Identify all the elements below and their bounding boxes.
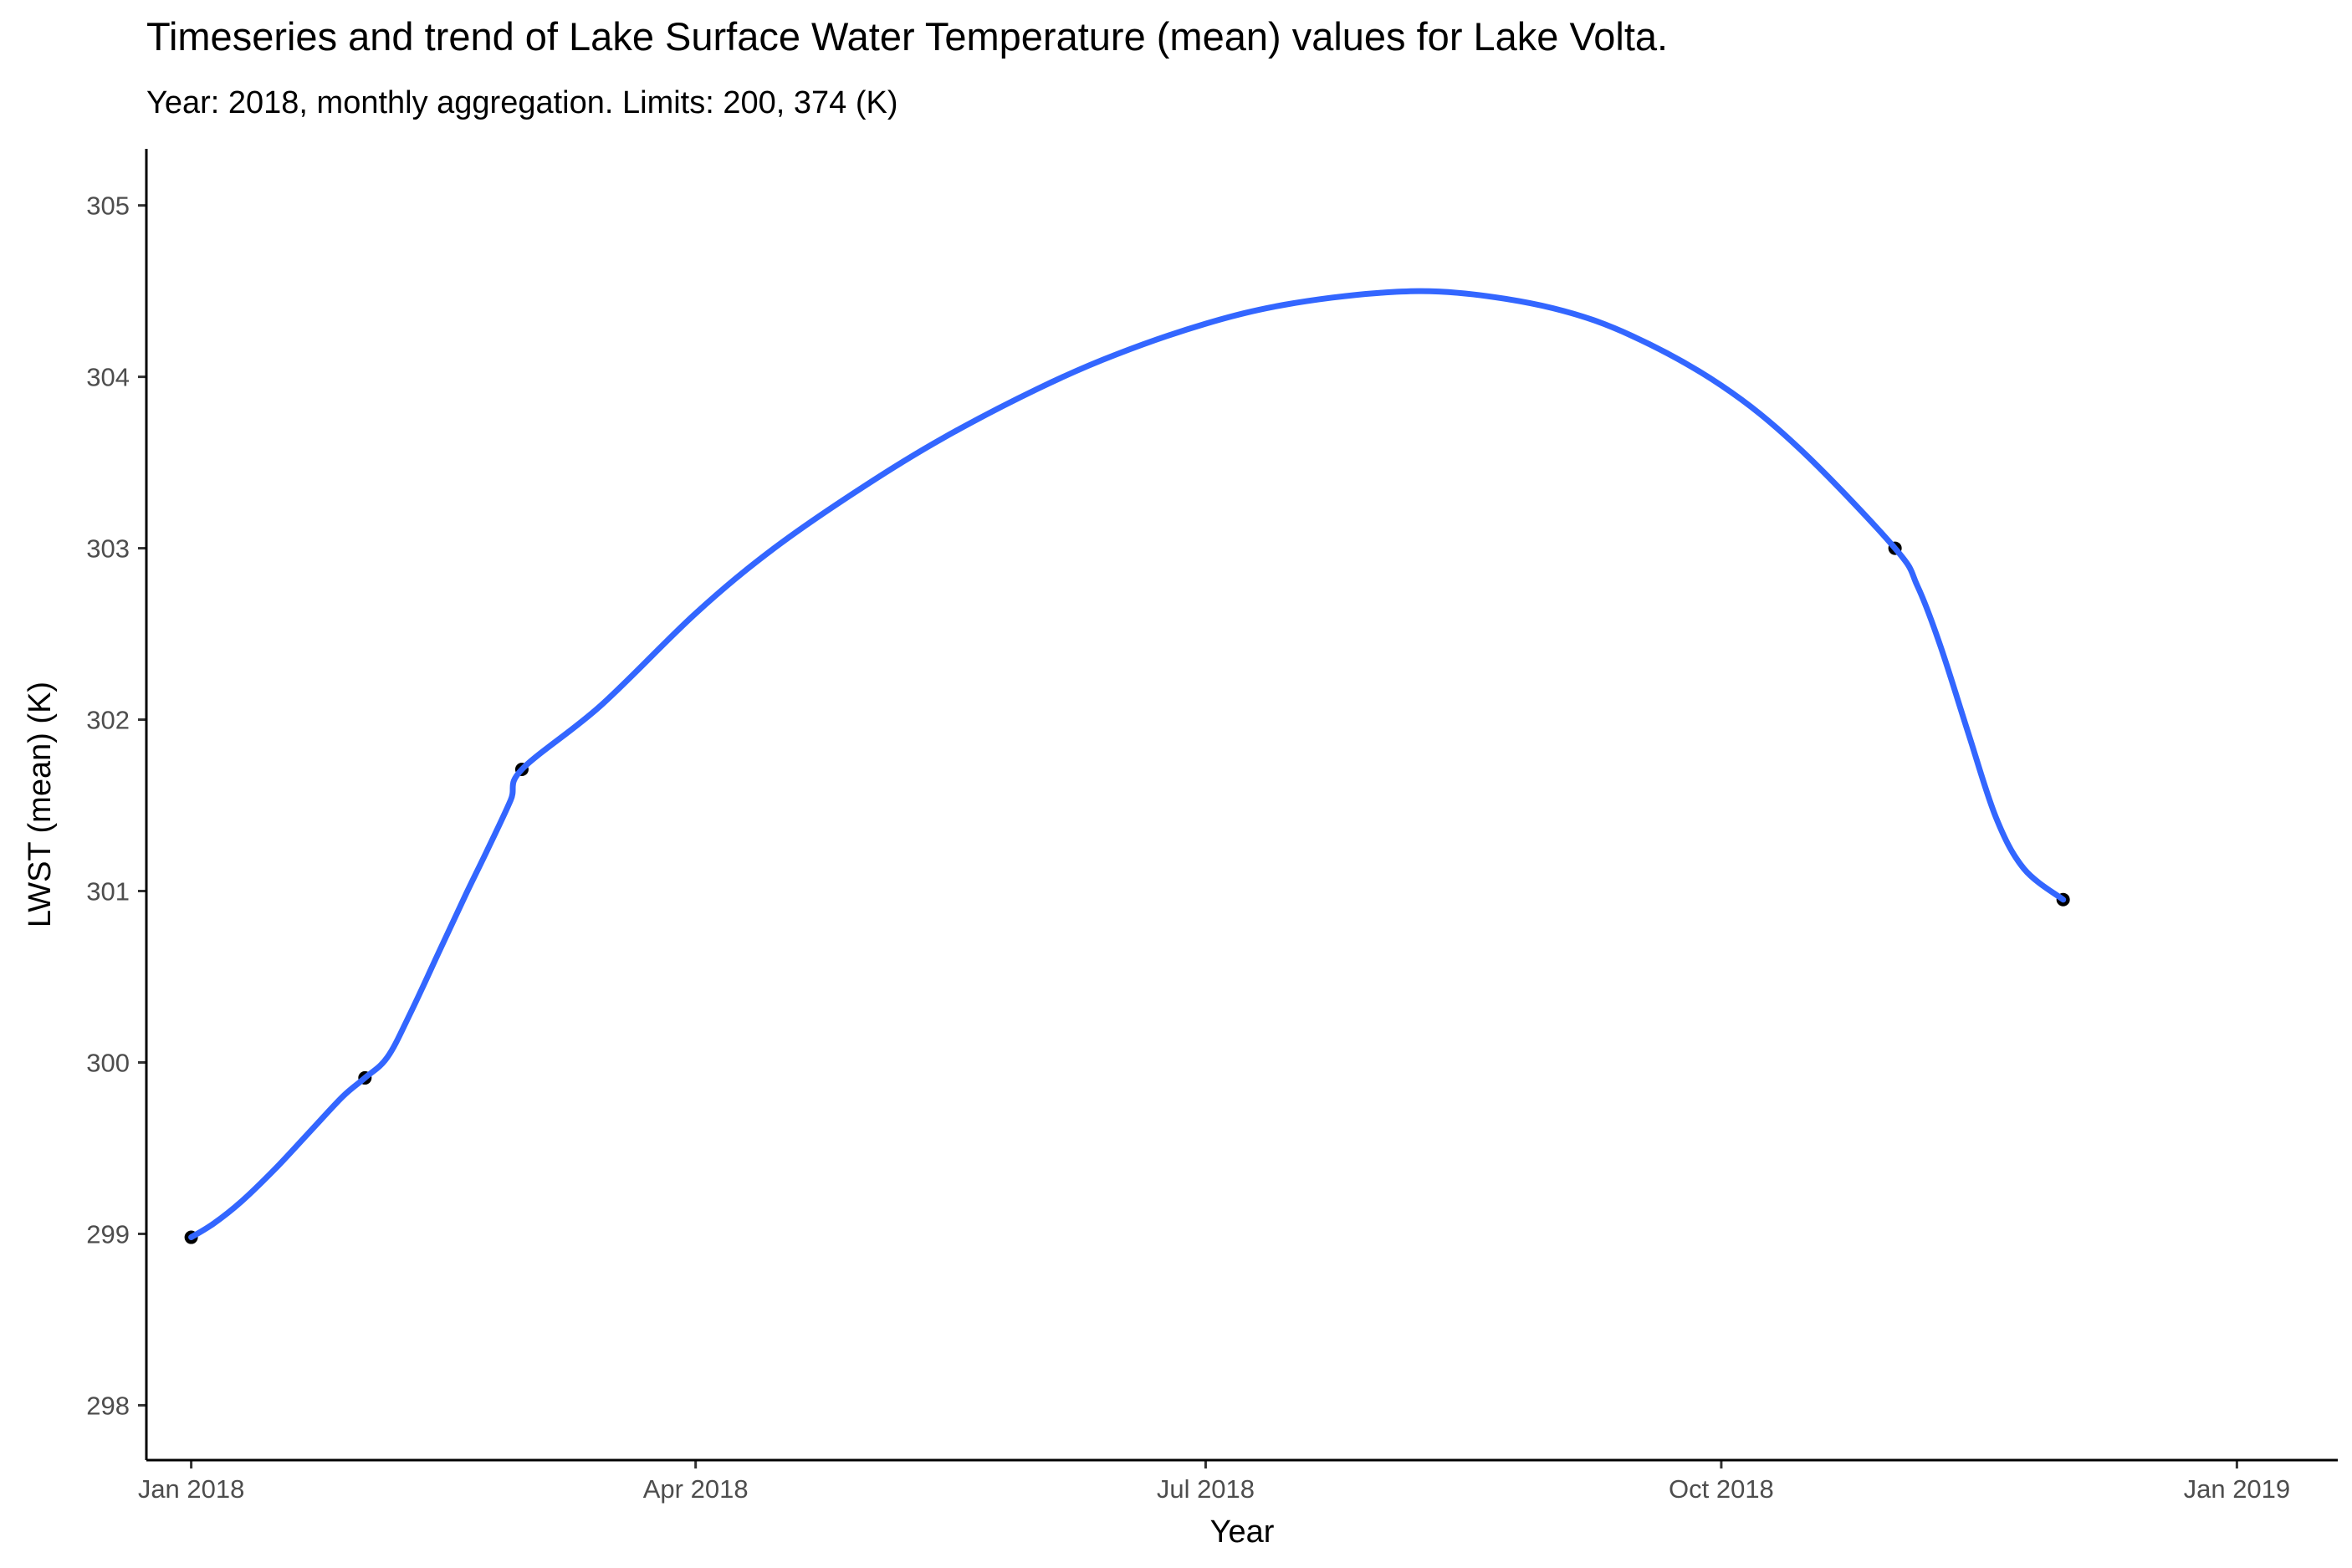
- y-tick-label: 302: [86, 706, 130, 735]
- chart-subtitle: Year: 2018, monthly aggregation. Limits:…: [146, 85, 897, 120]
- y-tick-label: 298: [86, 1391, 130, 1420]
- chart-title: Timeseries and trend of Lake Surface Wat…: [146, 14, 1668, 59]
- y-axis-ticks: 298 299 300 301 302 303 304 305: [86, 192, 146, 1420]
- x-tick-label: Oct 2018: [1669, 1474, 1774, 1504]
- y-tick-label: 305: [86, 192, 130, 221]
- y-tick-label: 300: [86, 1048, 130, 1077]
- x-tick-label: Jan 2018: [138, 1474, 245, 1504]
- series-layer: [184, 288, 2070, 1244]
- x-tick-label: Jan 2019: [2184, 1474, 2291, 1504]
- x-axis-title: Year: [1210, 1514, 1275, 1550]
- trend-line: [188, 288, 2067, 1240]
- y-tick-label: 303: [86, 534, 130, 564]
- y-axis-title: LWST (mean) (K): [23, 682, 58, 927]
- x-tick-label: Apr 2018: [643, 1474, 749, 1504]
- y-tick-label: 299: [86, 1219, 130, 1249]
- y-tick-label: 301: [86, 877, 130, 907]
- x-tick-label: Jul 2018: [1157, 1474, 1255, 1504]
- x-axis-ticks: Jan 2018 Apr 2018 Jul 2018 Oct 2018 Jan 2019: [138, 1460, 2290, 1504]
- y-tick-label: 304: [86, 363, 130, 392]
